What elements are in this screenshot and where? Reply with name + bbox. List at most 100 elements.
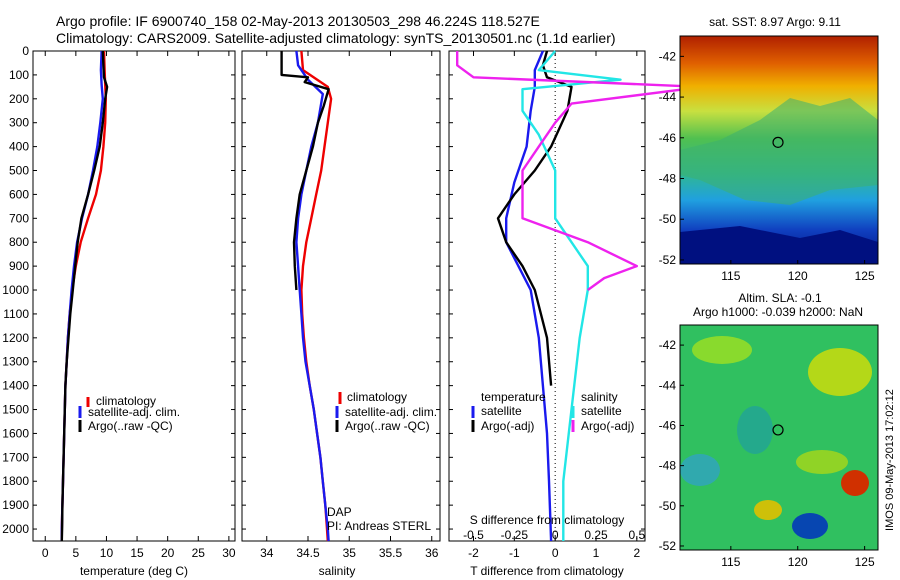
- legend-label: satellite: [481, 404, 522, 418]
- sst-map-axes: 115 120 125 -42 -44 -46 -48 -50 -52: [659, 49, 875, 283]
- temperature-legend: climatology satellite-adj. clim. Argo(..…: [78, 394, 180, 433]
- series-line: [295, 50, 330, 542]
- salinity-xlabel: salinity: [319, 564, 356, 578]
- legend-label: satellite-adj. clim.: [88, 405, 180, 419]
- y-tick-label: 100: [9, 68, 29, 82]
- map-y-tick-label: -52: [659, 539, 677, 553]
- salinity-legend: climatology satellite-adj. clim. Argo(..…: [335, 390, 437, 433]
- x-tick-label: 0: [42, 546, 49, 560]
- map-y-tick-label: -50: [659, 499, 677, 513]
- temperature-xlabel: temperature (deg C): [80, 564, 188, 578]
- map-y-tick-label: -50: [659, 212, 677, 226]
- plot-frame: [32, 50, 236, 542]
- map-x-tick-label: 125: [855, 555, 875, 569]
- y-tick-label: 2000: [2, 522, 29, 536]
- x-tick-label: 35: [343, 546, 357, 560]
- plot-frame: [241, 50, 441, 542]
- x-tick-label: 20: [161, 546, 175, 560]
- x-tick-label: 0: [552, 546, 559, 560]
- header-line-1: Argo profile: IF 6900740_158 02-May-2013…: [56, 13, 540, 29]
- legend-title-salinity: salinity: [581, 390, 618, 404]
- legend-label: satellite-adj. clim.: [345, 405, 437, 419]
- y-tick-label: 400: [9, 140, 29, 154]
- y-tick-label: 300: [9, 116, 29, 130]
- y-tick-label: 1700: [2, 450, 29, 464]
- y-tick-label: 1800: [2, 474, 29, 488]
- map-y-tick-label: -42: [659, 49, 677, 63]
- s-tick-label: -0.5: [463, 528, 484, 542]
- sst-map-title: sat. SST: 8.97 Argo: 9.11: [709, 15, 841, 29]
- difference-legend: temperature salinity satellite Argo(-adj…: [471, 390, 634, 433]
- y-tick-label: 700: [9, 211, 29, 225]
- legend-label: satellite: [581, 404, 622, 418]
- x-tick-label: 2: [633, 546, 640, 560]
- sla-map: [679, 324, 879, 551]
- legend-label: Argo(..raw -QC): [345, 419, 430, 433]
- y-tick-label: 1500: [2, 403, 29, 417]
- series-line: [496, 50, 573, 386]
- map-x-tick-label: 120: [788, 269, 808, 283]
- y-tick-label: 0: [22, 44, 29, 58]
- sla-map-title-1: Altim. SLA: -0.1: [738, 291, 822, 305]
- map-y-tick-label: -48: [659, 172, 677, 186]
- sla-blob: [841, 470, 869, 496]
- sla-blob: [692, 336, 752, 364]
- x-tick-label: 35.5: [379, 546, 403, 560]
- sla-map-axes: 115 120 125 -42 -44 -46 -48 -50 -52: [659, 338, 875, 569]
- x-tick-label: 25: [192, 546, 206, 560]
- map-x-tick-label: 125: [855, 269, 875, 283]
- s-tick-label: 0.25: [584, 528, 608, 542]
- sla-blob: [680, 454, 720, 486]
- y-tick-label: 1400: [2, 379, 29, 393]
- x-tick-label: 34.5: [296, 546, 320, 560]
- map-y-tick-label: -44: [659, 90, 677, 104]
- map-y-tick-label: -42: [659, 338, 677, 352]
- sla-blob: [737, 406, 773, 454]
- legend-label: climatology: [347, 390, 407, 404]
- plot-frame: [448, 50, 646, 542]
- argo-location-marker: [772, 424, 784, 436]
- s-tick-label: 0: [552, 528, 559, 542]
- y-tick-label: 500: [9, 164, 29, 178]
- map-y-tick-label: -44: [659, 378, 677, 392]
- x-tick-label: 5: [73, 546, 80, 560]
- sst-cold-water: [680, 226, 878, 264]
- y-tick-label: 1900: [2, 498, 29, 512]
- y-tick-label: 1100: [3, 307, 29, 321]
- s-difference-label: S difference from climatology: [470, 513, 625, 527]
- series-line: [60, 50, 109, 542]
- s-tick-label: 0.5: [628, 528, 645, 542]
- legend-title-temperature: temperature: [481, 390, 546, 404]
- y-tick-label: 900: [9, 259, 29, 273]
- map-y-tick-label: -52: [659, 253, 677, 267]
- temperature-panel: 0 5 10 15 20 25 300100200300400500600700800900…: [2, 44, 236, 560]
- sst-frame: [679, 35, 879, 265]
- x-tick-label: 30: [222, 546, 236, 560]
- map-y-tick-label: -46: [659, 131, 677, 145]
- x-tick-label: 36: [425, 546, 439, 560]
- sla-map-title-2: Argo h1000: -0.039 h2000: NaN: [693, 305, 863, 319]
- sst-map: [679, 35, 879, 265]
- series-line: [456, 51, 704, 291]
- sst-front: [680, 98, 878, 205]
- sla-blob: [754, 500, 782, 520]
- side-stamp: IMOS 09-May-2013 17:02:12: [884, 389, 896, 531]
- x-tick-label: -2: [468, 546, 479, 560]
- credit-pi: PI: Andreas STERL: [327, 519, 431, 533]
- map-x-tick-label: 120: [788, 555, 808, 569]
- legend-label: Argo(-adj): [581, 419, 634, 433]
- map-x-tick-label: 115: [721, 555, 740, 569]
- y-tick-label: 1600: [2, 426, 29, 440]
- sla-blob: [808, 348, 872, 396]
- y-tick-label: 800: [9, 235, 29, 249]
- x-tick-label: -1: [509, 546, 520, 560]
- salinity-panel: 34 34.5 35 35.5 36: [241, 50, 441, 560]
- y-tick-label: 1000: [2, 283, 29, 297]
- s-tick-label: -0.25: [501, 528, 529, 542]
- difference-panel: -2 -1 0 1 2 -0.5 -0.25 0 0.25 0.5: [448, 50, 704, 560]
- x-tick-label: 1: [593, 546, 600, 560]
- map-y-tick-label: -46: [659, 418, 677, 432]
- x-tick-label: 15: [130, 546, 144, 560]
- credit-dap: DAP: [327, 505, 352, 519]
